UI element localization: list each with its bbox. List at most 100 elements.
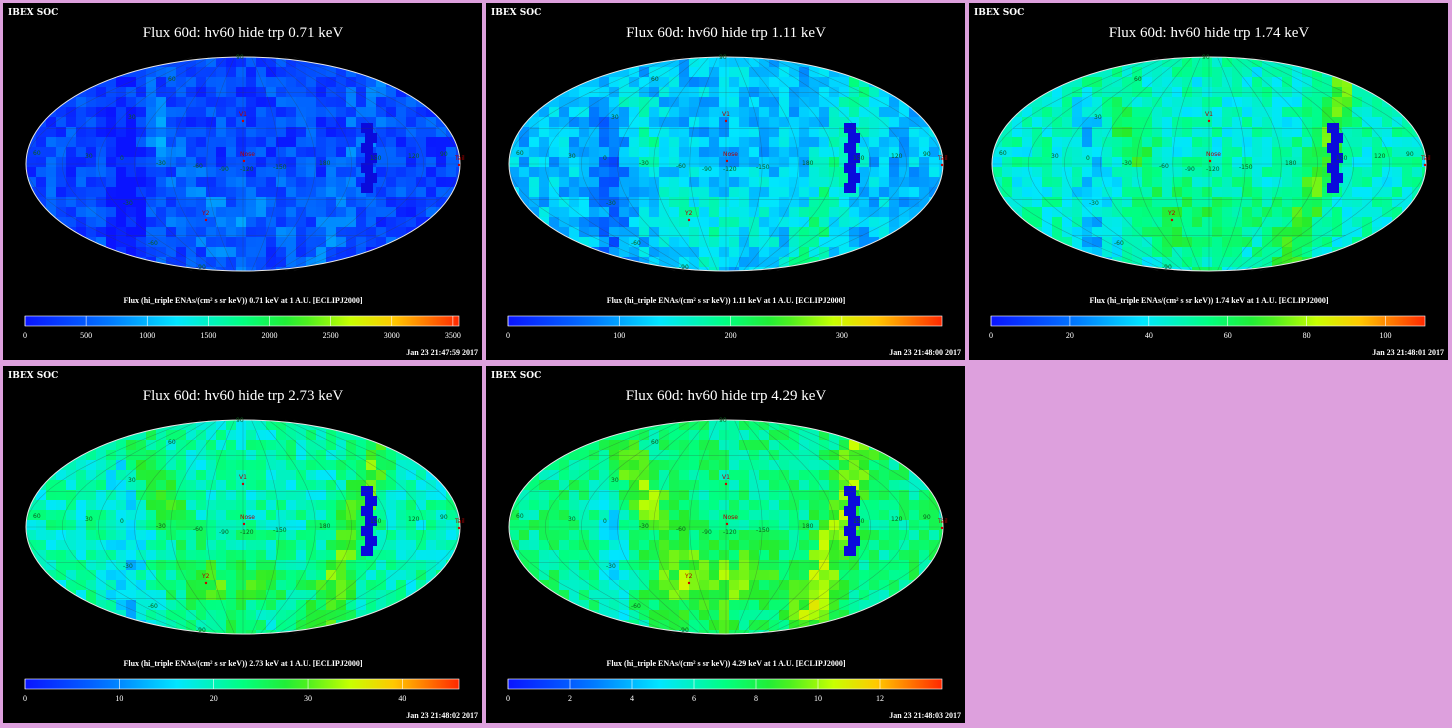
map-pixel [669, 227, 679, 237]
map-pixel [679, 107, 689, 117]
map-pixel [819, 480, 829, 490]
map-pixel [919, 127, 929, 137]
map-pixel [1372, 187, 1382, 197]
map-pixel [316, 570, 326, 580]
meridian [1136, 56, 1193, 272]
map-pixel [759, 600, 769, 610]
map-pixel [799, 237, 809, 247]
map-pixel [456, 167, 460, 177]
map-pixel [406, 510, 416, 520]
map-pixel [829, 590, 839, 600]
map-pixel [86, 460, 96, 470]
map-pixel [276, 560, 286, 570]
map-pixel [699, 77, 709, 87]
map-pixel [96, 490, 106, 500]
map-pixel [529, 187, 539, 197]
map-pixel [599, 570, 609, 580]
map-pixel [589, 167, 599, 177]
map-pixel [1222, 77, 1232, 87]
lon-label: 90 [440, 514, 448, 521]
map-pixel [889, 167, 899, 177]
map-pixel [186, 600, 196, 610]
map-pixel [26, 167, 36, 177]
map-pixel [589, 500, 599, 510]
map-pixel [446, 177, 456, 187]
map-pixel [539, 480, 549, 490]
map-pixel [799, 620, 809, 630]
map-pixel [749, 590, 759, 600]
map-pixel [739, 620, 749, 630]
map-pixel [629, 540, 639, 550]
map-pixel [216, 420, 226, 430]
map-pixel [699, 450, 709, 460]
map-pixel [719, 570, 729, 580]
map-pixel [659, 137, 669, 147]
map-pixel [436, 167, 446, 177]
map-pixel [236, 127, 246, 137]
map-pixel [126, 97, 136, 107]
map-pixel [356, 197, 366, 207]
map-pixel [276, 127, 286, 137]
map-pixel [196, 550, 206, 560]
map-pixel [1222, 157, 1232, 167]
map-pixel [859, 187, 869, 197]
map-pixel [126, 560, 136, 570]
map-pixel [166, 167, 176, 177]
map-pixel [529, 540, 539, 550]
map-pixel [899, 500, 909, 510]
map-pixel [266, 77, 276, 87]
map-pixel [156, 87, 166, 97]
map-pixel [406, 187, 416, 197]
timestamp: Jan 23 21:48:02 2017 [406, 711, 478, 720]
map-pixel [1302, 187, 1312, 197]
map-pixel [1262, 67, 1272, 77]
map-pixel [819, 510, 829, 520]
lon-label: 90 [440, 151, 448, 158]
map-pixel [1332, 87, 1342, 97]
map-pixel [316, 530, 326, 540]
map-pixel [549, 490, 559, 500]
map-pixel [1172, 117, 1182, 127]
map-pixel [306, 97, 316, 107]
map-pixel [629, 610, 639, 620]
map-pixel [699, 460, 709, 470]
map-pixel [286, 520, 296, 530]
map-pixel [809, 450, 819, 460]
map-pixel [559, 97, 569, 107]
map-pixel [1312, 227, 1322, 237]
map-pixel [306, 127, 316, 137]
map-pixel [649, 550, 659, 560]
map-pixel [336, 470, 346, 480]
map-pixel [1182, 77, 1192, 87]
map-pixel [436, 127, 446, 137]
map-pixel [1342, 77, 1352, 87]
map-pixel [1232, 257, 1242, 267]
map-pixel [386, 217, 396, 227]
map-pixel [669, 470, 679, 480]
map-pixel [899, 217, 909, 227]
map-pixel [829, 67, 839, 77]
colorbar-tick-label: 0 [23, 694, 27, 703]
marker-dot [204, 581, 208, 585]
map-pixel [909, 530, 919, 540]
map-pixel [426, 157, 436, 167]
map-pixel [296, 610, 306, 620]
map-pixel [669, 440, 679, 450]
map-pixel [176, 570, 186, 580]
map-pixel [76, 490, 86, 500]
map-pixel [819, 107, 829, 117]
map-pixel [1302, 247, 1312, 257]
map-pixel [316, 580, 326, 590]
v2-marker: Y2 [1167, 210, 1176, 217]
colorbar-tick-label: 3500 [445, 331, 461, 340]
map-pixel [136, 107, 146, 117]
map-pixel [799, 580, 809, 590]
map-pixel [1152, 147, 1162, 157]
map-pixel [256, 87, 266, 97]
map-pixel [639, 570, 649, 580]
map-pixel [336, 570, 346, 580]
map-pixel [1152, 167, 1162, 177]
map-pixel [709, 420, 719, 430]
flux-units-label: Flux (hi_triple ENAs/(cm² s sr keV)) 1.7… [1090, 296, 1329, 305]
map-pixel [276, 257, 286, 267]
